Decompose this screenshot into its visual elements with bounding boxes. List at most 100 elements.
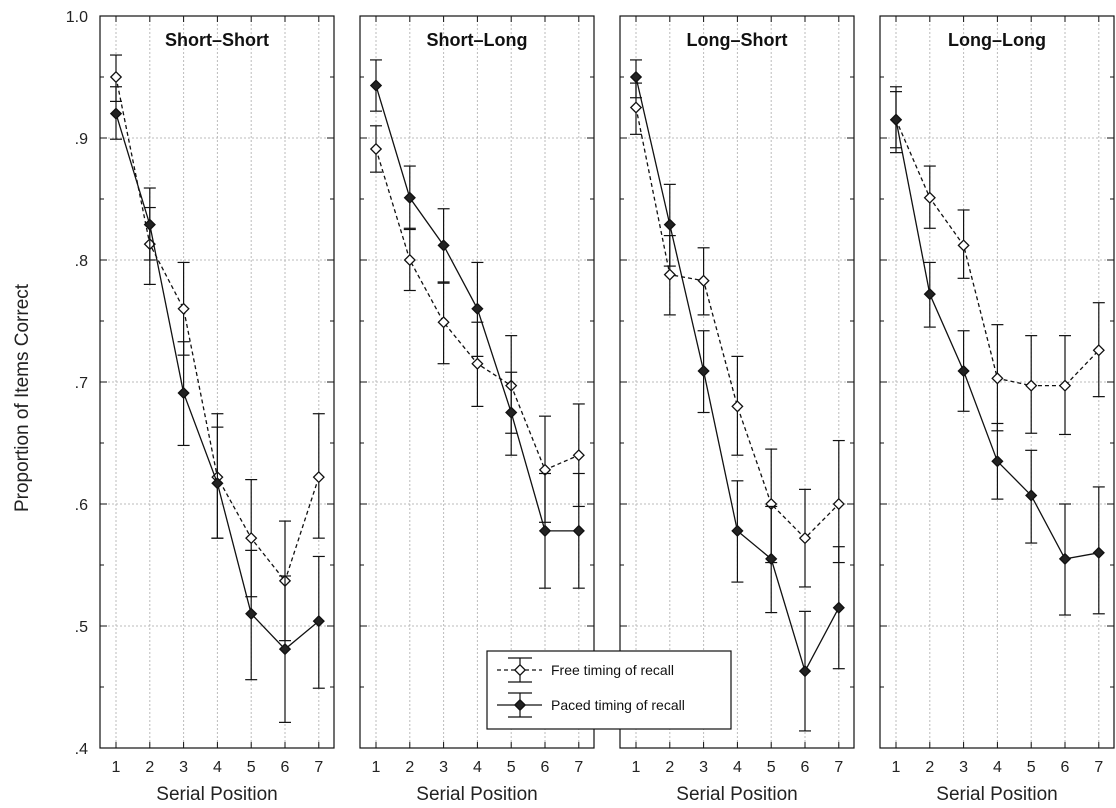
data-point-paced <box>437 239 450 252</box>
x-tick-label: 4 <box>733 759 742 776</box>
data-point-free <box>312 471 325 484</box>
y-axis-label: Proportion of Items Correct <box>12 283 33 512</box>
panels: 1 2 3 4 5 6 7 .4 .5 .6 .7 .8 .9 1.0 Serial Position Sho… <box>66 9 1115 805</box>
panel-title: Short–Long <box>427 30 528 50</box>
series-paced <box>369 59 585 589</box>
data-point-free <box>1092 344 1105 357</box>
data-point-paced <box>663 218 676 231</box>
data-point-free <box>1058 379 1072 392</box>
y-tick-label: .9 <box>75 131 88 148</box>
data-point-free <box>572 449 585 462</box>
data-point-paced <box>369 79 383 92</box>
data-point-free <box>923 191 936 204</box>
x-tick-label: 1 <box>112 759 121 776</box>
data-point-paced <box>832 601 845 614</box>
x-tick-label: 4 <box>473 759 482 776</box>
data-point-paced <box>957 364 970 378</box>
data-point-paced <box>278 643 292 656</box>
legend-marker-paced <box>513 698 527 712</box>
x-tick-label: 3 <box>439 759 448 776</box>
data-point-paced <box>211 477 224 490</box>
panel-title: Long–Short <box>687 30 788 50</box>
data-point-paced <box>143 218 156 231</box>
data-point-paced <box>109 107 123 120</box>
panel-2: 1 2 3 4 5 6 7 Serial Position Short–Long <box>359 15 595 805</box>
data-point-paced <box>991 455 1004 468</box>
data-point-free <box>832 497 845 511</box>
x-tick-label: 5 <box>507 759 516 776</box>
legend: Free timing of recall Paced timing of rec… <box>486 650 732 730</box>
data-point-free <box>1025 379 1038 392</box>
x-tick-label: 6 <box>1061 759 1070 776</box>
x-tick-label: 3 <box>959 759 968 776</box>
data-point-free <box>629 101 643 114</box>
series-paced <box>629 59 845 732</box>
data-point-paced <box>403 191 416 204</box>
x-axis-label: Serial Position <box>156 784 277 805</box>
y-tick-label: 1.0 <box>66 9 88 26</box>
data-point-paced <box>1025 489 1038 502</box>
y-tick-label: .5 <box>75 619 88 636</box>
data-point-paced <box>538 524 552 537</box>
data-point-paced <box>471 302 484 315</box>
legend-marker-free <box>513 663 527 677</box>
series-paced <box>109 86 325 723</box>
x-tick-label: 4 <box>993 759 1002 776</box>
series-paced <box>889 91 1105 616</box>
x-axis-label: Serial Position <box>676 784 797 805</box>
data-point-paced <box>731 524 744 537</box>
data-point-paced <box>923 288 936 301</box>
data-point-free <box>798 532 812 545</box>
data-point-paced <box>177 386 190 400</box>
data-point-paced <box>312 615 325 628</box>
data-point-free <box>697 274 710 287</box>
x-tick-label: 7 <box>314 759 323 776</box>
x-tick-label: 6 <box>801 759 810 776</box>
panel-4: 1 2 3 4 5 6 7 Serial Position Long–Long <box>879 15 1115 805</box>
panel-title: Long–Long <box>948 30 1046 50</box>
x-tick-label: 2 <box>145 759 154 776</box>
y-tick-label: .7 <box>75 375 88 392</box>
x-tick-label: 6 <box>541 759 550 776</box>
y-tick-label: .6 <box>75 497 88 514</box>
legend-label: Paced timing of recall <box>551 697 685 713</box>
data-point-free <box>437 316 450 329</box>
data-point-free <box>471 357 484 370</box>
x-axis-label: Serial Position <box>416 784 537 805</box>
y-tick-label: .8 <box>75 253 88 270</box>
data-point-paced <box>889 113 903 126</box>
x-tick-label: 6 <box>281 759 290 776</box>
data-point-free <box>109 70 123 84</box>
data-point-free <box>991 372 1004 385</box>
panel-1: 1 2 3 4 5 6 7 .4 .5 .6 .7 .8 .9 1.0 Serial Position Sho… <box>66 9 335 805</box>
panel-title: Short–Short <box>165 30 269 50</box>
x-tick-label: 3 <box>699 759 708 776</box>
data-point-paced <box>572 524 585 537</box>
x-tick-label: 5 <box>247 759 256 776</box>
x-tick-label: 4 <box>213 759 222 776</box>
x-tick-label: 2 <box>925 759 934 776</box>
y-tick-label: .4 <box>75 741 88 758</box>
x-tick-label: 2 <box>405 759 414 776</box>
data-point-free <box>403 253 416 267</box>
data-point-paced <box>798 665 812 678</box>
x-tick-label: 1 <box>892 759 901 776</box>
data-point-paced <box>245 607 258 620</box>
x-tick-label: 7 <box>834 759 843 776</box>
x-tick-label: 3 <box>179 759 188 776</box>
data-point-free <box>177 302 190 315</box>
data-point-paced <box>629 70 643 84</box>
x-tick-label: 1 <box>632 759 641 776</box>
x-tick-label: 5 <box>767 759 776 776</box>
data-point-paced <box>1058 552 1072 566</box>
data-point-paced <box>765 552 778 566</box>
data-point-free <box>245 532 258 545</box>
legend-box <box>486 650 732 730</box>
x-tick-label: 2 <box>665 759 674 776</box>
data-point-free <box>731 400 744 413</box>
x-tick-label: 7 <box>1094 759 1103 776</box>
data-point-free <box>369 142 383 156</box>
data-point-free <box>663 268 676 281</box>
x-tick-label: 1 <box>372 759 381 776</box>
